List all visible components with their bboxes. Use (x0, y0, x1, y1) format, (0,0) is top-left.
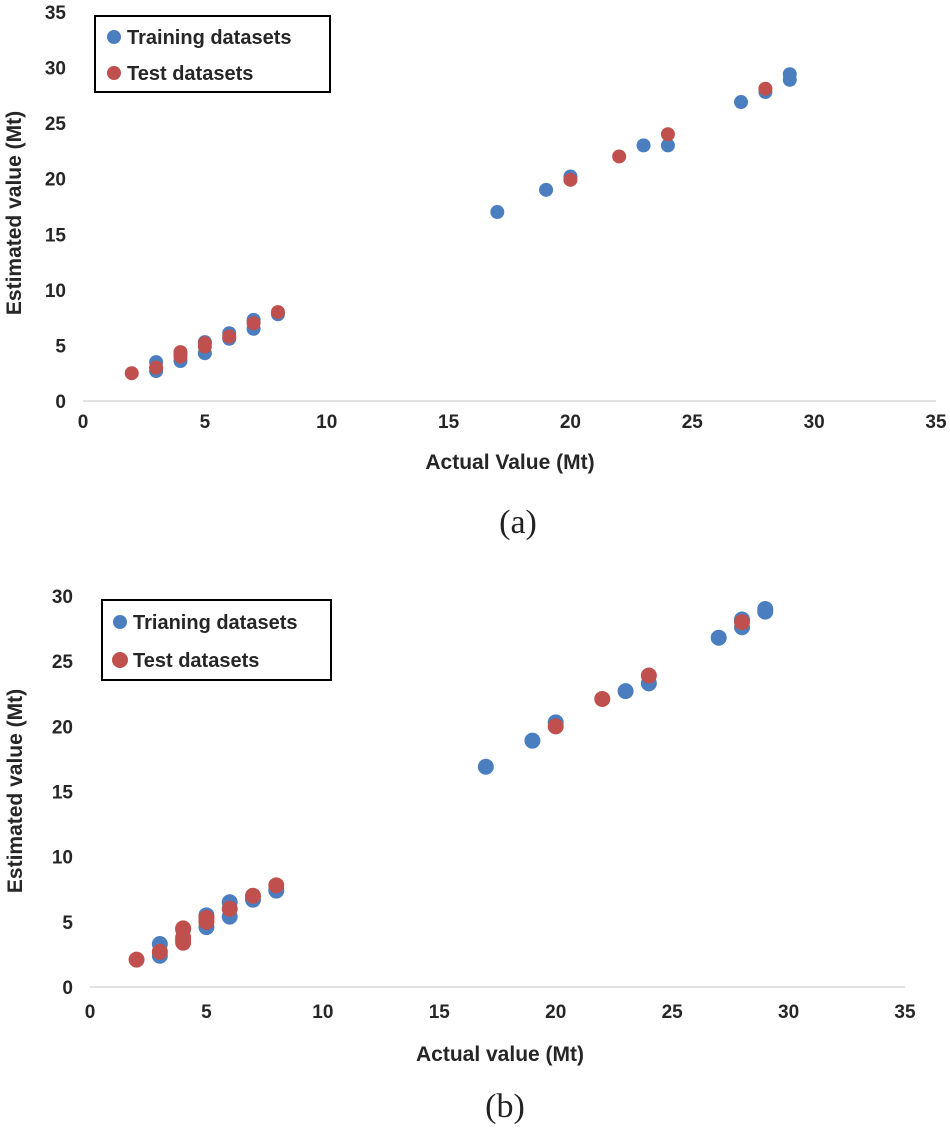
x-tick-label-a: 0 (78, 412, 89, 433)
data-points-a (124, 67, 797, 381)
legend-label-test-b: Test datasets (133, 650, 259, 672)
x-tick-label-a: 10 (316, 412, 337, 433)
x-tick-labels-b: 0 5 10 15 20 25 30 35 (85, 1002, 916, 1023)
legend-marker-test-a (107, 66, 121, 80)
x-tick-label-a: 5 (200, 412, 211, 433)
legend-box-b (101, 599, 332, 681)
legend-box-a (94, 15, 331, 93)
legend-label-training-b: Trianing datasets (133, 612, 298, 634)
x-tick-label-a: 20 (560, 412, 581, 433)
test-point-b (268, 877, 285, 894)
y-tick-label-a: 15 (45, 225, 67, 246)
y-tick-label-a: 0 (55, 392, 66, 413)
test-point-a (197, 336, 212, 351)
legend-marker-training-a (107, 30, 121, 44)
y-tick-label-a: 25 (45, 114, 67, 135)
x-axis-title-a: Actual Value (Mt) (425, 451, 594, 474)
training-point-b (757, 601, 774, 618)
x-tick-label-b: 20 (545, 1002, 566, 1023)
x-axis-title-b: Actual value (Mt) (416, 1043, 584, 1066)
legend-marker-test-b (112, 652, 128, 668)
y-tick-labels-a: 0 5 10 15 20 25 30 35 (45, 3, 67, 413)
y-tick-label-b: 30 (52, 587, 73, 608)
test-point-a (758, 81, 773, 96)
y-tick-label-b: 5 (62, 913, 73, 934)
y-tick-label-b: 25 (52, 652, 74, 673)
test-point-b (198, 909, 215, 926)
y-axis-title-b: Estimated value (Mt) (4, 689, 27, 893)
training-point-b (524, 732, 541, 749)
y-axis-title-a: Estimated value (Mt) (3, 111, 26, 315)
test-point-a (612, 149, 627, 164)
panel-caption-a: (a) (499, 504, 537, 541)
training-point-a (539, 182, 554, 197)
training-point-b (617, 683, 634, 700)
y-tick-label-a: 35 (45, 3, 67, 24)
test-point-b (128, 951, 145, 968)
y-tick-label-a: 10 (45, 281, 66, 302)
chart-panel-a: 0 5 10 15 20 25 30 35 0 5 10 15 20 25 30 35 Actual Val… (3, 3, 947, 541)
y-tick-label-a: 30 (45, 59, 66, 80)
training-point-a (490, 205, 505, 220)
training-point-a (734, 95, 749, 110)
x-tick-label-a: 30 (804, 412, 825, 433)
x-tick-label-b: 5 (201, 1002, 212, 1023)
x-tick-label-a: 15 (438, 412, 460, 433)
test-point-b (640, 667, 657, 684)
test-point-b (734, 614, 750, 631)
data-points-b (128, 601, 774, 968)
x-tick-label-b: 15 (429, 1002, 451, 1023)
y-tick-label-b: 15 (52, 783, 74, 804)
test-point-a (124, 366, 139, 381)
x-tick-label-b: 0 (85, 1002, 96, 1023)
x-tick-label-a: 35 (925, 412, 947, 433)
legend-label-training-a: Training datasets (127, 27, 292, 49)
test-point-b (175, 920, 192, 937)
test-point-b (151, 943, 168, 960)
legend-marker-training-b (113, 615, 127, 629)
y-tick-label-b: 10 (52, 848, 73, 869)
test-point-b (594, 690, 611, 707)
y-tick-labels-b: 0 5 10 15 20 25 30 (52, 587, 74, 999)
training-point-b (477, 758, 494, 775)
test-point-a (222, 329, 237, 344)
training-point-a (636, 138, 651, 153)
x-tick-labels-a: 0 5 10 15 20 25 30 35 (78, 412, 947, 433)
chart-panel-b: 0 5 10 15 20 25 30 35 0 5 10 15 20 25 30 Actual value… (4, 587, 916, 1125)
test-point-b (547, 718, 564, 735)
test-point-a (173, 345, 188, 360)
legend-b: Trianing datasets Test datasets (101, 599, 332, 681)
test-point-a (563, 172, 578, 187)
training-point-a (660, 138, 675, 153)
test-point-a (246, 316, 261, 331)
y-tick-label-b: 0 (62, 978, 73, 999)
legend-a: Training datasets Test datasets (94, 15, 331, 93)
x-tick-label-b: 35 (894, 1002, 916, 1023)
y-tick-label-a: 5 (55, 336, 66, 357)
x-tick-label-b: 25 (662, 1002, 684, 1023)
y-tick-label-b: 20 (52, 717, 73, 738)
x-tick-label-b: 10 (312, 1002, 333, 1023)
x-tick-label-a: 25 (682, 412, 704, 433)
x-tick-label-b: 30 (778, 1002, 799, 1023)
test-point-b (245, 887, 261, 904)
training-point-a (782, 67, 797, 82)
panel-caption-b: (b) (485, 1088, 525, 1125)
y-tick-label-a: 20 (45, 170, 66, 191)
test-point-b (221, 900, 238, 917)
test-point-a (660, 127, 675, 142)
legend-label-test-a: Test datasets (127, 63, 253, 85)
test-point-a (149, 360, 164, 375)
test-point-a (270, 305, 285, 320)
training-point-b (710, 629, 727, 646)
